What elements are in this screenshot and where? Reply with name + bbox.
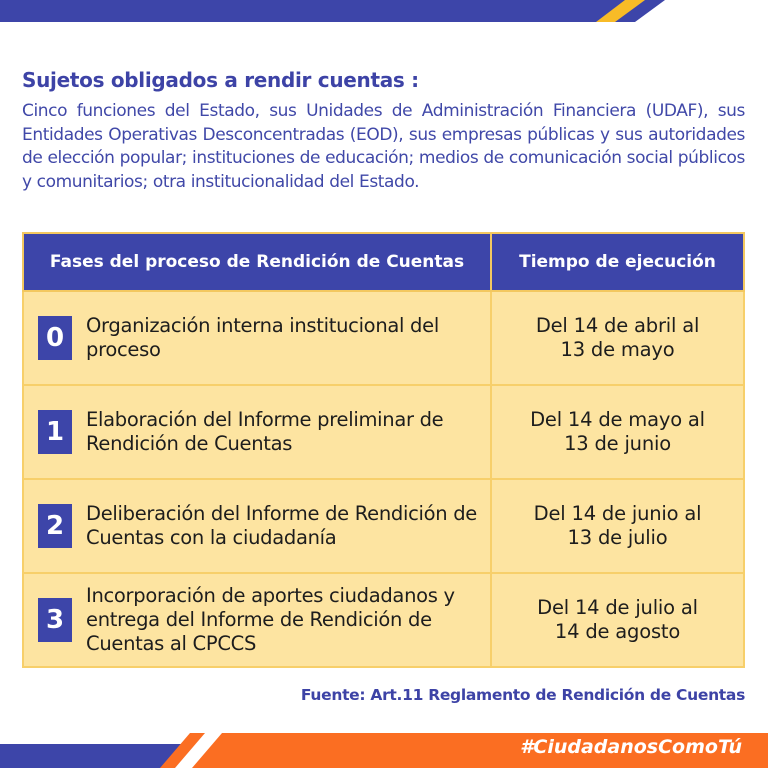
time-cell: Del 14 de julio al 14 de agosto — [490, 572, 745, 668]
section-title: Sujetos obligados a rendir cuentas : — [22, 68, 419, 92]
time-cell: Del 14 de mayo al 13 de junio — [490, 384, 745, 480]
execution-time: Del 14 de julio al 14 de agosto — [537, 596, 698, 643]
phase-number-badge: 2 — [38, 504, 72, 548]
phase-content: 1 Elaboración del Informe preliminar de R… — [24, 408, 490, 456]
time-cell: Del 14 de abril al 13 de mayo — [490, 290, 745, 386]
table-row: 1 Elaboración del Informe preliminar de R… — [22, 384, 745, 480]
intro-paragraph: Cinco funciones del Estado, sus Unidades… — [22, 101, 745, 192]
phase-cell: 3 Incorporación de aportes ciudadanos y e… — [22, 572, 492, 668]
execution-time: Del 14 de mayo al 13 de junio — [530, 408, 705, 455]
table-row: 2 Deliberación del Informe de Rendición d… — [22, 478, 745, 574]
phase-content: 3 Incorporación de aportes ciudadanos y e… — [24, 584, 490, 656]
phase-content: 0 Organización interna institucional del … — [24, 314, 490, 362]
phase-cell: 2 Deliberación del Informe de Rendición d… — [22, 478, 492, 574]
phase-description: Organización interna institucional del p… — [86, 314, 439, 361]
hashtag: #CiudadanosComoTú — [520, 736, 742, 758]
execution-time: Del 14 de abril al 13 de mayo — [535, 314, 700, 361]
table-header-row: Fases del proceso de Rendición de Cuenta… — [22, 232, 745, 292]
phase-content: 2 Deliberación del Informe de Rendición d… — [24, 502, 490, 550]
source-note: Fuente: Art.11 Reglamento de Rendición d… — [300, 686, 745, 704]
phase-description: Incorporación de aportes ciudadanos y en… — [86, 584, 455, 655]
table-row: 0 Organización interna institucional del … — [22, 290, 745, 386]
header-time: Tiempo de ejecución — [490, 232, 745, 292]
phase-description: Deliberación del Informe de Rendición de… — [86, 502, 477, 549]
top-decorative-bar — [0, 0, 665, 22]
time-cell: Del 14 de junio al 13 de julio — [490, 478, 745, 574]
phase-description: Elaboración del Informe preliminar de Re… — [86, 408, 444, 455]
phase-cell: 1 Elaboración del Informe preliminar de R… — [22, 384, 492, 480]
phase-number-badge: 3 — [38, 598, 72, 642]
phase-cell: 0 Organización interna institucional del … — [22, 290, 492, 386]
execution-time: Del 14 de junio al 13 de julio — [533, 502, 702, 549]
table-row: 3 Incorporación de aportes ciudadanos y e… — [22, 572, 745, 668]
phase-number-badge: 1 — [38, 410, 72, 454]
header-phases: Fases del proceso de Rendición de Cuenta… — [22, 232, 492, 292]
phase-number-badge: 0 — [38, 316, 72, 360]
phases-table: Fases del proceso de Rendición de Cuenta… — [22, 232, 745, 668]
bottom-decorative-bar — [0, 733, 768, 768]
